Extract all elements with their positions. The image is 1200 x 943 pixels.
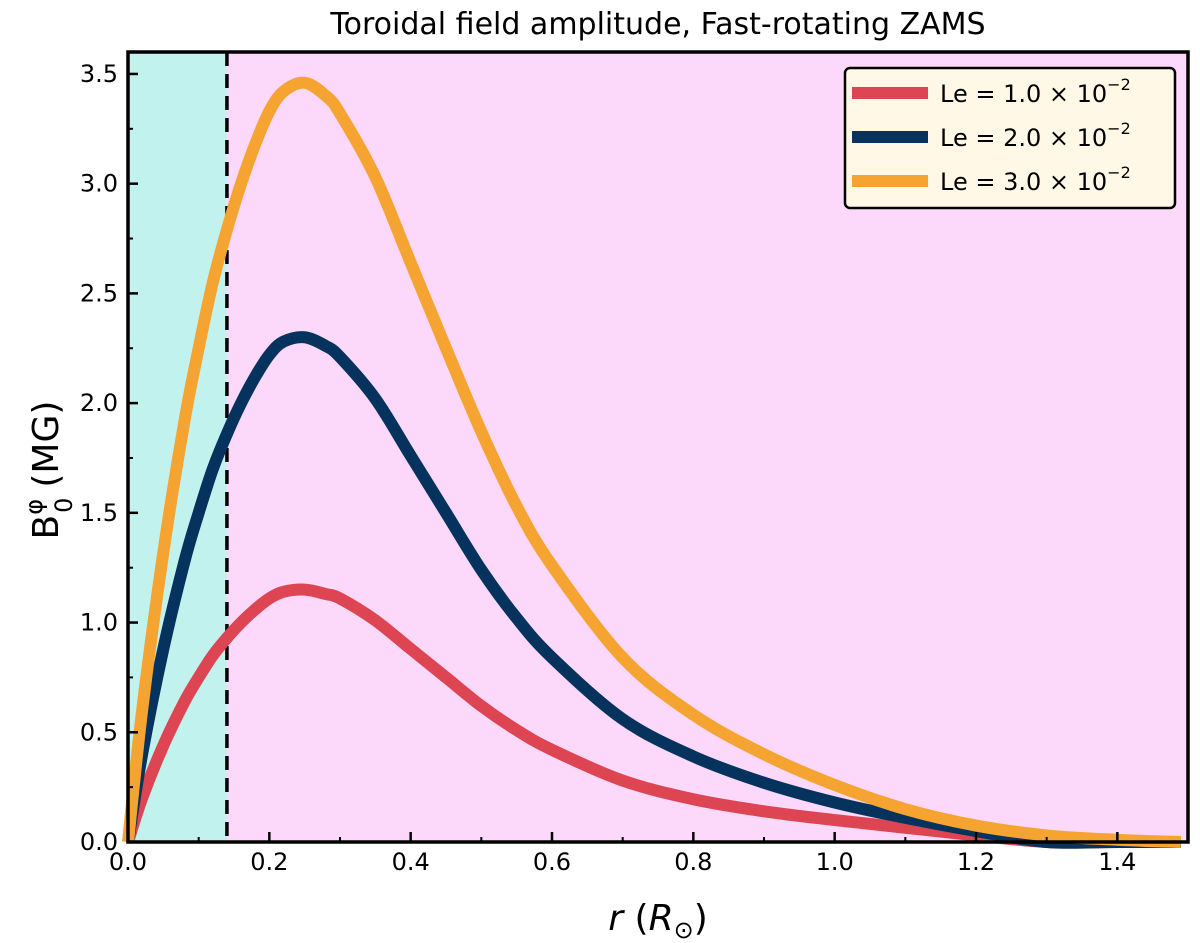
legend-label-3: Le = 3.0 × 10−2 [940,163,1131,196]
y-tick-label: 0.5 [80,718,118,746]
x-axis-title: r (R⊙) [608,898,707,943]
y-tick-label: 3.5 [80,60,118,88]
y-tick-label: 2.0 [80,389,118,417]
y-axis-unit: (MG) [26,401,67,488]
x-tick-label: 0.6 [533,848,571,876]
legend-label-1: Le = 1.0 × 10−2 [940,75,1131,108]
x-axis-var: r [608,898,625,939]
x-tick-label: 0.8 [674,848,712,876]
x-axis-unit-close: ) [694,898,708,939]
y-tick-label: 1.5 [80,499,118,527]
y-axis-sup: φ [20,499,48,515]
y-tick-label: 3.0 [80,170,118,198]
series-line-3 [122,76,1182,848]
x-axis-unit-open: ( [623,898,649,939]
x-tick-label: 0.0 [109,848,147,876]
y-axis-ticks: 0.0 0.5 1.0 1.5 2.0 2.5 3.0 3.5 [80,60,138,856]
y-tick-label: 0.0 [80,828,118,856]
y-axis-sub: 0 [50,498,78,513]
y-axis-title: Bφ0 (MG) [20,401,78,540]
x-tick-label: 1.2 [957,848,995,876]
y-tick-label: 2.5 [80,279,118,307]
svg-text:Bφ0(MG): Bφ0 (MG) [20,401,78,540]
x-tick-label: 0.4 [392,848,430,876]
x-axis-unit-sub: ⊙ [674,916,694,943]
series-line-1 [122,583,1181,849]
legend-box [843,66,1177,210]
chart-title: Toroidal field amplitude, Fast-rotating … [329,7,985,42]
plot-frame [126,50,1190,844]
series-line-2 [122,331,1181,849]
y-tick-label: 1.0 [80,609,118,637]
y-axis-base: B [26,515,67,540]
legend-label-2: Le = 2.0 × 10−2 [940,119,1131,152]
x-tick-label: 1.4 [1098,848,1136,876]
series-lines [122,76,1182,849]
x-axis-ticks: 0.0 0.2 0.4 0.6 0.8 1.0 1.2 1.4 [109,832,1189,876]
x-tick-label: 1.0 [816,848,854,876]
x-tick-label: 0.2 [250,848,288,876]
legend: Le = 1.0 × 10−2 Le = 2.0 × 10−2 Le = 3.0 ×… [843,66,1177,210]
x-axis-unit: R [649,898,674,939]
